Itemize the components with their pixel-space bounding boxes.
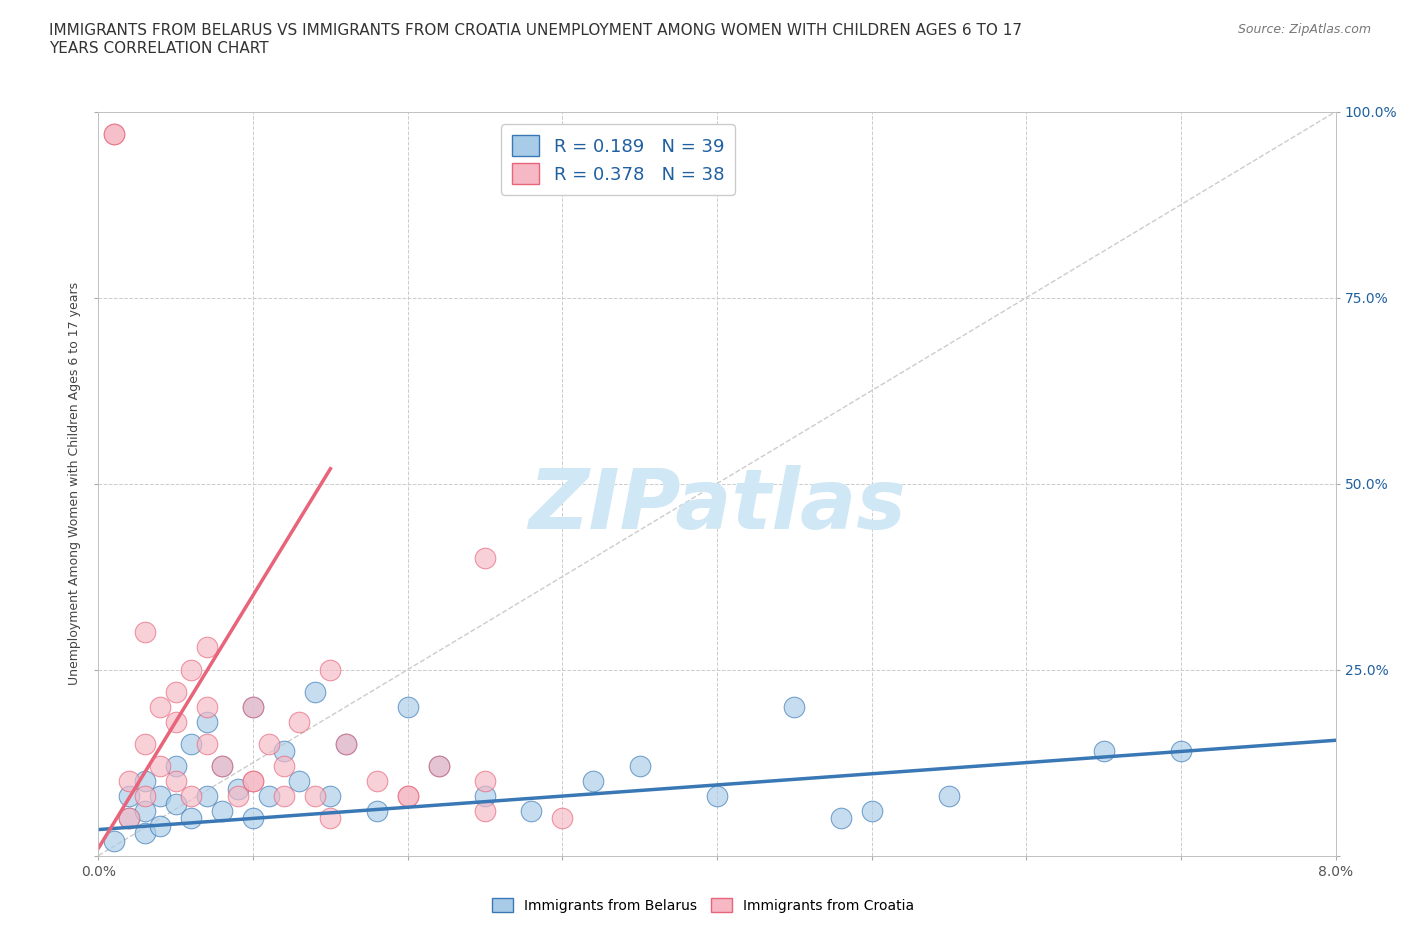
Text: Source: ZipAtlas.com: Source: ZipAtlas.com (1237, 23, 1371, 36)
Immigrants from Croatia (165, 714, 187, 729)
Immigrants from Croatia (335, 737, 357, 751)
Immigrants from Belarus (366, 804, 388, 818)
Immigrants from Croatia (551, 811, 574, 826)
Immigrants from Croatia (134, 789, 156, 804)
Immigrants from Belarus (195, 789, 218, 804)
Immigrants from Croatia (118, 811, 141, 826)
Immigrants from Belarus (319, 789, 342, 804)
Immigrants from Belarus (335, 737, 357, 751)
Y-axis label: Unemployment Among Women with Children Ages 6 to 17 years: Unemployment Among Women with Children A… (67, 282, 82, 685)
Immigrants from Belarus (582, 774, 605, 789)
Immigrants from Croatia (273, 789, 295, 804)
Immigrants from Croatia (242, 774, 264, 789)
Text: ZIPatlas: ZIPatlas (529, 465, 905, 547)
Immigrants from Croatia (103, 126, 125, 141)
Immigrants from Belarus (706, 789, 728, 804)
Immigrants from Croatia (180, 789, 202, 804)
Immigrants from Belarus (257, 789, 280, 804)
Immigrants from Croatia (103, 126, 125, 141)
Immigrants from Croatia (319, 811, 342, 826)
Legend: Immigrants from Belarus, Immigrants from Croatia: Immigrants from Belarus, Immigrants from… (486, 893, 920, 919)
Immigrants from Belarus (134, 804, 156, 818)
Immigrants from Belarus (288, 774, 311, 789)
Immigrants from Belarus (180, 737, 202, 751)
Immigrants from Belarus (860, 804, 883, 818)
Immigrants from Belarus (242, 811, 264, 826)
Immigrants from Croatia (195, 699, 218, 714)
Immigrants from Croatia (242, 774, 264, 789)
Immigrants from Croatia (165, 684, 187, 699)
Immigrants from Belarus (273, 744, 295, 759)
Immigrants from Croatia (319, 662, 342, 677)
Immigrants from Belarus (103, 833, 125, 848)
Immigrants from Croatia (118, 774, 141, 789)
Immigrants from Croatia (134, 737, 156, 751)
Immigrants from Croatia (273, 759, 295, 774)
Immigrants from Croatia (149, 759, 172, 774)
Immigrants from Belarus (118, 811, 141, 826)
Immigrants from Croatia (134, 625, 156, 640)
Immigrants from Croatia (288, 714, 311, 729)
Immigrants from Belarus (830, 811, 852, 826)
Immigrants from Belarus (628, 759, 651, 774)
Immigrants from Croatia (474, 804, 496, 818)
Immigrants from Belarus (427, 759, 450, 774)
Immigrants from Belarus (226, 781, 249, 796)
Immigrants from Croatia (366, 774, 388, 789)
Immigrants from Belarus (474, 789, 496, 804)
Immigrants from Croatia (427, 759, 450, 774)
Immigrants from Belarus (938, 789, 960, 804)
Immigrants from Belarus (211, 804, 233, 818)
Immigrants from Belarus (783, 699, 806, 714)
Immigrants from Belarus (134, 826, 156, 841)
Immigrants from Belarus (118, 789, 141, 804)
Immigrants from Belarus (149, 818, 172, 833)
Immigrants from Belarus (1092, 744, 1115, 759)
Immigrants from Belarus (180, 811, 202, 826)
Immigrants from Croatia (304, 789, 326, 804)
Immigrants from Belarus (165, 759, 187, 774)
Immigrants from Croatia (149, 699, 172, 714)
Immigrants from Croatia (195, 640, 218, 655)
Immigrants from Belarus (304, 684, 326, 699)
Immigrants from Croatia (396, 789, 419, 804)
Immigrants from Belarus (211, 759, 233, 774)
Immigrants from Croatia (195, 737, 218, 751)
Immigrants from Croatia (257, 737, 280, 751)
Immigrants from Belarus (520, 804, 543, 818)
Immigrants from Croatia (396, 789, 419, 804)
Immigrants from Croatia (474, 551, 496, 565)
Immigrants from Croatia (226, 789, 249, 804)
Immigrants from Belarus (1170, 744, 1192, 759)
Text: IMMIGRANTS FROM BELARUS VS IMMIGRANTS FROM CROATIA UNEMPLOYMENT AMONG WOMEN WITH: IMMIGRANTS FROM BELARUS VS IMMIGRANTS FR… (49, 23, 1022, 56)
Immigrants from Belarus (134, 774, 156, 789)
Legend: R = 0.189   N = 39, R = 0.378   N = 38: R = 0.189 N = 39, R = 0.378 N = 38 (501, 125, 735, 195)
Immigrants from Croatia (211, 759, 233, 774)
Immigrants from Belarus (165, 796, 187, 811)
Immigrants from Belarus (195, 714, 218, 729)
Immigrants from Croatia (165, 774, 187, 789)
Immigrants from Croatia (474, 774, 496, 789)
Immigrants from Croatia (242, 699, 264, 714)
Immigrants from Belarus (242, 699, 264, 714)
Immigrants from Croatia (180, 662, 202, 677)
Immigrants from Belarus (396, 699, 419, 714)
Immigrants from Belarus (149, 789, 172, 804)
